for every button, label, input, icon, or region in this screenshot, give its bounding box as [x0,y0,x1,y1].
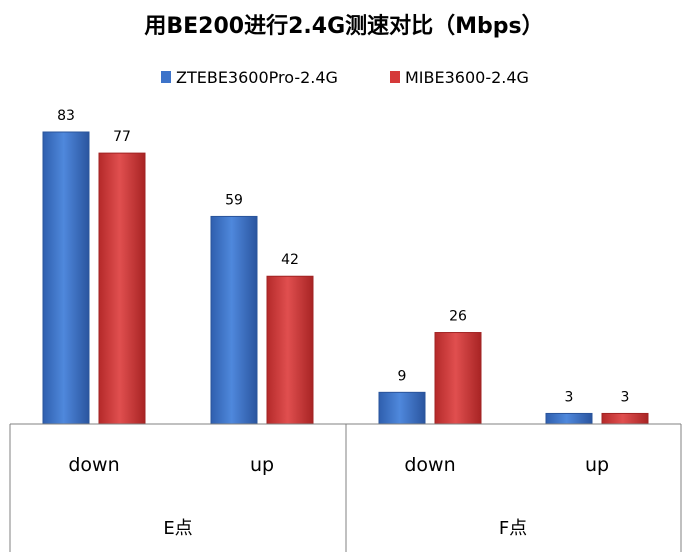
category-axis [9,423,682,552]
bar-series-2-e-down [98,152,146,425]
legend-label-series-2: MIBE3600-2.4G [405,68,529,87]
chart-title: 用BE200进行2.4G测速对比（Mbps） [144,13,543,39]
data-label-series-1-f-up: 3 [565,389,574,405]
group-label-e: E点 [163,518,192,539]
bar-series-1-f-down [378,391,426,425]
data-label-series-2-f-down: 26 [449,309,467,325]
data-label-series-1-f-down: 9 [398,368,407,384]
data-label-series-2-e-up: 42 [281,252,299,268]
legend-swatch-series-1 [161,71,171,83]
tick-label-down-f: down [404,454,455,476]
bar-series-2-f-up [601,412,649,425]
category-labels: down up down up E点 F点 [68,454,609,539]
bar-series-2-f-down [434,332,482,425]
bar-series-1-f-up [545,412,593,425]
group-label-f: F点 [499,518,527,539]
legend: ZTEBE3600Pro-2.4G MIBE3600-2.4G [161,68,529,87]
plot-area: 83 59 9 3 77 42 26 3 [42,108,649,425]
data-label-series-1-e-up: 59 [225,192,243,208]
tick-label-up-e: up [250,454,274,476]
data-label-series-2-e-down: 77 [113,129,131,145]
bar-series-1-e-up [210,215,258,425]
data-label-series-1-e-down: 83 [57,108,75,124]
legend-label-series-1: ZTEBE3600Pro-2.4G [176,68,338,87]
legend-swatch-series-2 [390,71,400,83]
bar-series-2-e-up [266,275,314,425]
tick-label-down-e: down [68,454,119,476]
tick-label-up-f: up [585,454,609,476]
data-label-series-2-f-up: 3 [621,389,630,405]
bar-series-1-e-down [42,131,90,425]
